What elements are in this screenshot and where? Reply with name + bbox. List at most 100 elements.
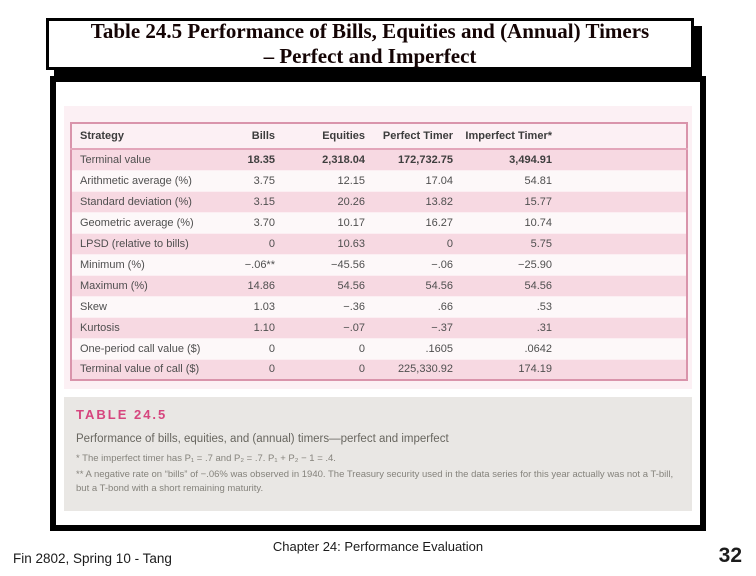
slide-title-line1: Table 24.5 Performance of Bills, Equitie… xyxy=(90,19,650,43)
table-row: Minimum (%) −.06** −45.56 −.06 −25.90 xyxy=(71,254,687,276)
cell-spacer xyxy=(554,170,687,192)
cell-value: 225,330.92 xyxy=(367,359,455,381)
cell-value: 54.56 xyxy=(455,275,554,297)
row-label: Minimum (%) xyxy=(71,254,199,276)
cell-value: 2,318.04 xyxy=(277,149,367,171)
table-row: One-period call value ($) 0 0.1605.0642 xyxy=(71,338,687,360)
table-row: Kurtosis 1.10 −.07 −.37.31 xyxy=(71,317,687,339)
cell-value: 1.03 xyxy=(199,296,277,318)
cell-value: −.07 xyxy=(277,317,367,339)
column-header: Bills xyxy=(199,123,277,150)
cell-value: 12.15 xyxy=(277,170,367,192)
cell-spacer xyxy=(554,338,687,360)
column-header: Perfect Timer xyxy=(367,123,455,150)
cell-value: 3.70 xyxy=(199,212,277,234)
cell-value: 3.15 xyxy=(199,191,277,213)
cell-value: .53 xyxy=(455,296,554,318)
cell-value: 13.82 xyxy=(367,191,455,213)
cell-value: 54.81 xyxy=(455,170,554,192)
cell-value: 14.86 xyxy=(199,275,277,297)
cell-value: 1.10 xyxy=(199,317,277,339)
cell-spacer xyxy=(554,359,687,381)
cell-spacer xyxy=(554,149,687,171)
row-label: Kurtosis xyxy=(71,317,199,339)
cell-spacer xyxy=(554,212,687,234)
table-row: Skew 1.03 −.36.66.53 xyxy=(71,296,687,318)
row-label: Terminal value of call ($) xyxy=(71,359,199,381)
column-header: Imperfect Timer* xyxy=(455,123,554,150)
table-header-row: Strategy Bills Equities Perfect Timer Imperf… xyxy=(71,123,687,150)
cell-value: 15.77 xyxy=(455,191,554,213)
table-row: Arithmetic average (%) 3.75 12.15 17.04 54.8… xyxy=(71,170,687,192)
row-label: One-period call value ($) xyxy=(71,338,200,360)
cell-value: −.36 xyxy=(277,296,367,318)
column-header: Strategy xyxy=(71,123,199,150)
cell-value: 10.63 xyxy=(277,233,367,255)
cell-value: .0642 xyxy=(455,338,554,360)
row-label: LPSD (relative to bills) xyxy=(71,233,199,255)
cell-value: −.37 xyxy=(367,317,455,339)
slide-title-line2: – Perfect and Imperfect xyxy=(263,44,477,68)
cell-value: 174.19 xyxy=(455,359,554,381)
row-label: Skew xyxy=(71,296,199,318)
cell-value: 0 xyxy=(199,233,277,255)
cell-value: −25.90 xyxy=(455,254,554,276)
cell-value: 0 xyxy=(199,359,277,381)
cell-value: 3.75 xyxy=(199,170,277,192)
cell-value: .1605 xyxy=(367,338,455,360)
footer-course: Fin 2802, Spring 10 - Tang xyxy=(13,551,172,566)
cell-spacer xyxy=(554,233,687,255)
footer-chapter: Chapter 24: Performance Evaluation xyxy=(272,539,484,554)
cell-value: 172,732.75 xyxy=(367,149,455,171)
row-label: Standard deviation (%) xyxy=(71,191,199,213)
cell-value: 20.26 xyxy=(277,191,367,213)
table-caption-text: Performance of bills, equities, and (ann… xyxy=(76,433,449,445)
cell-value: 18.35 xyxy=(199,149,277,171)
cell-value: .31 xyxy=(455,317,554,339)
footnote-imperfect-timer: * The imperfect timer has P₁ = .7 and P₂… xyxy=(76,453,336,464)
table-row: Maximum (%) 14.86 54.56 54.56 54.56 xyxy=(71,275,687,297)
column-header-spacer xyxy=(554,123,687,150)
cell-spacer xyxy=(554,317,687,339)
column-header: Equities xyxy=(277,123,367,150)
cell-value: 5.75 xyxy=(455,233,554,255)
cell-value: 54.56 xyxy=(367,275,455,297)
cell-value: 0 xyxy=(199,338,277,360)
cell-value: 54.56 xyxy=(277,275,367,297)
footnote-negative-rate: ** A negative rate on “bills” of −.06% w… xyxy=(76,469,674,494)
table-row: Geometric average (%) 3.70 10.17 16.27 10.74 xyxy=(71,212,687,234)
scanned-figure: Strategy Bills Equities Perfect Timer Imperf… xyxy=(64,106,692,511)
cell-value: .66 xyxy=(367,296,455,318)
cell-value: 3,494.91 xyxy=(455,149,554,171)
row-label: Geometric average (%) xyxy=(71,212,199,234)
cell-value: 10.17 xyxy=(277,212,367,234)
cell-value: 17.04 xyxy=(367,170,455,192)
row-label: Maximum (%) xyxy=(71,275,199,297)
row-label: Arithmetic average (%) xyxy=(71,170,199,192)
cell-value: 16.27 xyxy=(367,212,455,234)
cell-spacer xyxy=(554,254,687,276)
caption-area: TABLE 24.5 Performance of bills, equitie… xyxy=(64,397,692,511)
cell-value: 10.74 xyxy=(455,212,554,234)
performance-table: Strategy Bills Equities Perfect Timer Imperf… xyxy=(70,122,688,381)
row-label: Terminal value xyxy=(71,149,199,171)
table-row: Terminal value 18.35 2,318.04 172,732.75 3,4… xyxy=(71,149,687,171)
cell-spacer xyxy=(554,296,687,318)
cell-value: −.06 xyxy=(367,254,455,276)
slide-page-number: 32 xyxy=(718,544,742,567)
cell-spacer xyxy=(554,191,687,213)
table-area: Strategy Bills Equities Perfect Timer Imperf… xyxy=(64,106,692,389)
slide-title-box: Table 24.5 Performance of Bills, Equitie… xyxy=(46,18,694,70)
cell-value: −45.56 xyxy=(277,254,367,276)
figure-frame: Strategy Bills Equities Perfect Timer Imperf… xyxy=(50,76,706,531)
cell-value: 0 xyxy=(277,359,367,381)
table-row: LPSD (relative to bills) 0 10.63 0 5.75 xyxy=(71,233,687,255)
table-caption-label: TABLE 24.5 xyxy=(76,407,168,422)
cell-value: 0 xyxy=(277,338,367,360)
cell-value: 0 xyxy=(367,233,455,255)
cell-value: −.06** xyxy=(199,254,277,276)
table-row: Standard deviation (%) 3.15 20.26 13.82 15.7… xyxy=(71,191,687,213)
table-row: Terminal value of call ($) 0 0 225,330.92 17… xyxy=(71,359,687,381)
cell-spacer xyxy=(554,275,687,297)
